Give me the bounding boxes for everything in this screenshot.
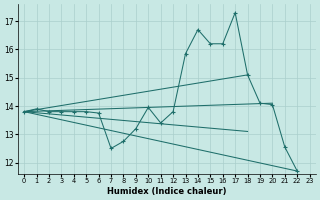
- X-axis label: Humidex (Indice chaleur): Humidex (Indice chaleur): [107, 187, 227, 196]
